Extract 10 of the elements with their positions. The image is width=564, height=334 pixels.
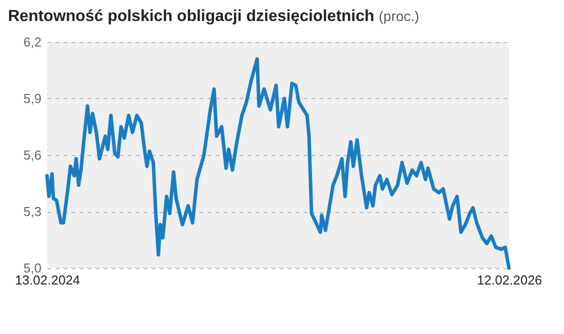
- y-tick-label: 5,6: [23, 148, 42, 162]
- y-tick-label: 6,2: [23, 34, 42, 50]
- y-tick-label: 5,0: [23, 260, 42, 276]
- x-tick-label: 12.02.2026: [476, 272, 542, 288]
- line-series: [45, 57, 511, 270]
- chart-title: Rentowność polskich obligacji dziesięcioletnich: [8, 8, 374, 25]
- chart-subtitle: (proc.): [378, 8, 420, 24]
- x-tick-label: 13.02.2024: [14, 272, 80, 288]
- y-tick-label: 5,3: [23, 204, 42, 219]
- y-tick-label: 5,9: [23, 91, 42, 106]
